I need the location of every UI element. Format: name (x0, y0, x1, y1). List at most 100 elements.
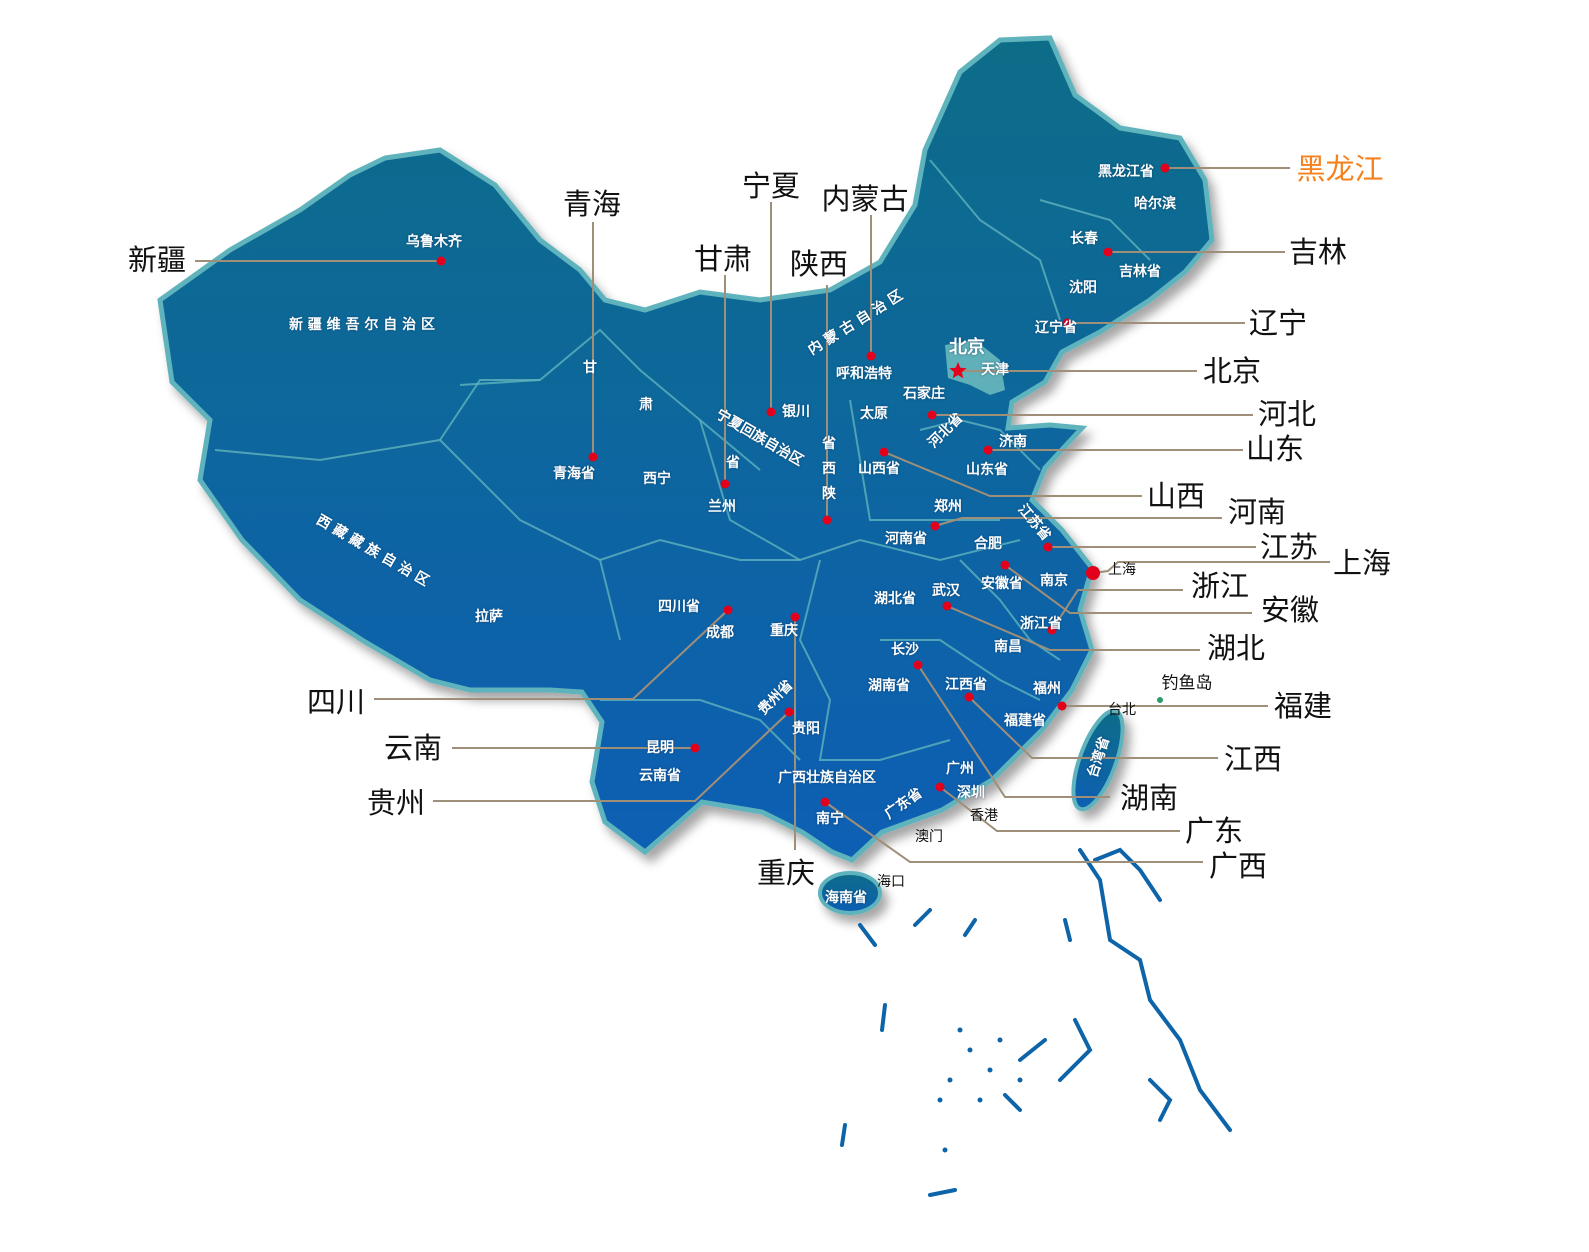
map-place-label: 拉萨 (475, 609, 503, 625)
south-sea-island (1017, 1077, 1023, 1083)
map-place-label: 福建省 (1004, 713, 1046, 729)
south-sea-island (947, 1077, 953, 1083)
south-sea-island (840, 1123, 847, 1147)
province-label[interactable]: 广西 (1208, 849, 1268, 883)
map-place-label: 湖北省 (874, 591, 916, 607)
south-sea-island (880, 1003, 887, 1032)
province-label[interactable]: 山西 (1146, 479, 1206, 513)
outside-place-label: 钓鱼岛 (1161, 673, 1213, 694)
province-label[interactable]: 青海 (562, 187, 622, 221)
province-label[interactable]: 江西 (1223, 742, 1283, 776)
map-place-label: 浙江省 (1020, 616, 1062, 632)
outside-place-label: 香港 (970, 808, 998, 824)
south-sea-island (1148, 1078, 1173, 1122)
province-label[interactable]: 浙江 (1190, 569, 1250, 603)
leader-line (1092, 561, 1330, 574)
province-label[interactable]: 云南 (383, 731, 443, 765)
province-label[interactable]: 新疆 (127, 243, 187, 277)
province-label[interactable]: 黑龙江 (1296, 152, 1384, 186)
south-sea-island (858, 923, 877, 947)
province-border (699, 419, 801, 561)
province-label[interactable]: 陕西 (789, 247, 849, 281)
map-place-label: 吉林省 (1119, 264, 1161, 280)
map-place-label: 云南省 (639, 768, 681, 784)
city-marker-dot (964, 692, 974, 702)
map-place-label: 山东省 (966, 462, 1008, 478)
leader-line (433, 711, 790, 802)
province-label[interactable]: 辽宁 (1248, 306, 1308, 340)
map-place-label: 昆明 (646, 740, 674, 756)
map-place-label: 深圳 (957, 785, 985, 801)
map-place-label: 呼和浩特 (836, 366, 892, 382)
map-place-label: 河南省 (885, 531, 927, 547)
map-place-label: 安徽省 (981, 576, 1023, 592)
city-marker-dot (1043, 542, 1053, 552)
map-place-label: 武汉 (932, 583, 960, 599)
map-place-label: 四川省 (658, 599, 700, 615)
map-place-label: 省 (726, 455, 740, 471)
province-label[interactable]: 河北 (1257, 397, 1317, 431)
province-border (214, 438, 621, 641)
map-place-label: 成都 (706, 625, 734, 641)
city-marker-dot (436, 256, 446, 266)
province-border (1039, 199, 1151, 261)
province-label[interactable]: 宁夏 (741, 169, 801, 203)
south-sea-island (963, 918, 977, 937)
province-label[interactable]: 重庆 (756, 856, 816, 890)
province-label[interactable]: 湖北 (1206, 631, 1266, 665)
capital-star-icon (949, 362, 967, 379)
map-place-label: 乌鲁木齐 (406, 234, 462, 250)
map-place-label: 陕 (822, 486, 836, 502)
province-label[interactable]: 福建 (1273, 689, 1333, 723)
map-place-label: 合肥 (974, 536, 1002, 552)
province-label[interactable]: 贵州 (366, 786, 426, 820)
province-border (798, 559, 951, 761)
leader-line (1051, 589, 1183, 631)
map-place-label: 贵阳 (792, 721, 820, 737)
city-marker-dot (1062, 318, 1072, 328)
map-place-label: 长春 (1070, 231, 1098, 247)
province-label[interactable]: 河南 (1227, 495, 1287, 529)
city-marker-dot (766, 407, 776, 417)
south-sea-island (1093, 847, 1162, 902)
beijing-tianjin-area (945, 340, 1005, 395)
province-label[interactable]: 上海 (1332, 546, 1392, 580)
map-place-label: 重庆 (770, 623, 798, 639)
city-marker-dot (1103, 247, 1113, 257)
map-place-label: 西 (822, 461, 836, 477)
province-label[interactable]: 吉林 (1288, 235, 1348, 269)
map-place-label: 山西省 (858, 461, 900, 477)
south-sea-island (937, 1097, 943, 1103)
province-label[interactable]: 内蒙古 (821, 182, 909, 216)
map-place-label: 郑州 (934, 499, 962, 515)
city-marker-dot (1086, 566, 1100, 580)
map-place-label: 江西省 (945, 677, 987, 693)
outside-place-label: 台北 (1108, 702, 1136, 718)
outside-place-label: 海口 (877, 874, 905, 890)
map-place-label: 天津 (981, 362, 1009, 378)
province-label[interactable]: 湖南 (1119, 781, 1179, 815)
city-marker-dot (930, 521, 940, 531)
city-marker-dot (822, 515, 832, 525)
map-place-label: 兰州 (708, 499, 736, 515)
south-sea-island (942, 1147, 948, 1153)
outside-place-label: 澳门 (915, 829, 943, 845)
province-label[interactable]: 北京 (1202, 354, 1262, 388)
map-place-label: 济南 (999, 434, 1027, 450)
map-place-label: 辽宁省 (1035, 320, 1077, 336)
province-label[interactable]: 安徽 (1260, 593, 1320, 627)
province-label[interactable]: 广东 (1184, 814, 1244, 848)
province-label[interactable]: 山东 (1245, 432, 1305, 466)
province-label[interactable]: 四川 (306, 685, 366, 719)
map-place-label: 湖南省 (868, 678, 910, 694)
map-place-label: 广西壮族自治区 (778, 770, 876, 786)
leader-line (968, 696, 1218, 759)
province-label[interactable]: 江苏 (1259, 530, 1319, 564)
map-place-label: 银川 (782, 404, 810, 420)
map-place-label: 西宁 (643, 471, 671, 487)
city-marker-dot (790, 612, 800, 622)
province-label[interactable]: 甘肃 (693, 242, 753, 276)
hainan-island (818, 871, 882, 915)
province-border (600, 699, 801, 761)
